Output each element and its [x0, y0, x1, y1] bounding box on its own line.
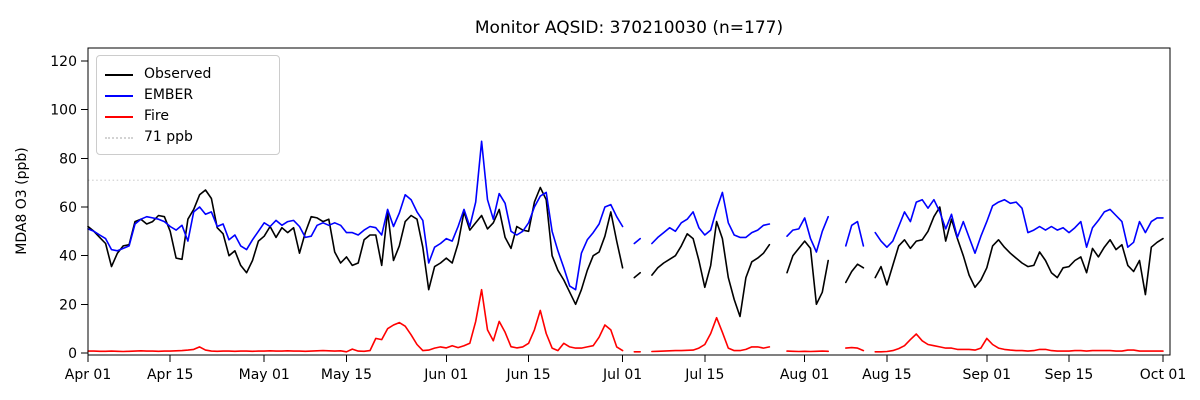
- plot-frame: [87, 47, 1171, 356]
- x-tick-label: Oct 01: [1140, 367, 1186, 383]
- y-tick-label: 20: [59, 297, 77, 313]
- x-tick-label: Jun 01: [423, 367, 468, 383]
- legend-item-ember: EMBER: [105, 85, 269, 106]
- legend-label-threshold: 71 ppb: [144, 129, 193, 145]
- fire-line-sample: [105, 115, 133, 118]
- legend-item-threshold: 71 ppb: [105, 127, 269, 148]
- x-tick-label: Aug 15: [862, 367, 912, 383]
- y-tick-label: 40: [59, 249, 77, 265]
- x-tick-label: May 15: [321, 367, 372, 383]
- legend-item-observed: Observed: [105, 64, 269, 85]
- legend-label-observed: Observed: [144, 66, 212, 82]
- legend-label-fire: Fire: [144, 108, 169, 124]
- series-line-fire: [87, 288, 1164, 353]
- chart-title: Monitor AQSID: 370210030 (n=177): [474, 18, 784, 38]
- series-line-observed: [87, 186, 1164, 318]
- y-tick-label: 80: [59, 151, 77, 167]
- x-tick-label: May 01: [239, 367, 290, 383]
- series-line-ember: [87, 140, 1164, 291]
- x-tick-label: Apr 01: [65, 367, 111, 383]
- legend-label-ember: EMBER: [144, 87, 194, 103]
- x-tick-label: Jun 15: [506, 367, 551, 383]
- x-tick-label: Sep 15: [1045, 367, 1094, 383]
- ember-line-sample: [105, 94, 133, 97]
- legend-item-fire: Fire: [105, 106, 269, 127]
- x-tick-label: Jul 01: [602, 367, 642, 383]
- x-tick-label: Sep 01: [962, 367, 1011, 383]
- y-tick-label: 0: [68, 346, 77, 362]
- y-tick-label: 120: [50, 54, 77, 70]
- x-tick-label: Aug 01: [780, 367, 830, 383]
- observed-line-sample: [105, 73, 133, 76]
- x-tick-label: Jul 15: [684, 367, 724, 383]
- threshold-line-sample: [105, 136, 133, 139]
- x-tick-label: Apr 15: [147, 367, 193, 383]
- y-tick-label: 100: [50, 103, 77, 119]
- legend: Observed EMBER Fire 71 ppb: [96, 55, 280, 155]
- y-tick-label: 60: [59, 200, 77, 216]
